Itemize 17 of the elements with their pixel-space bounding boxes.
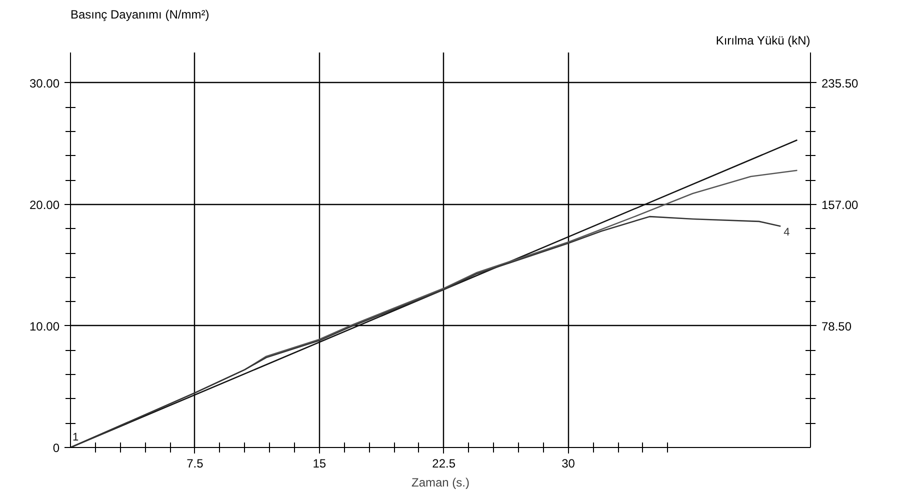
y-axis-title: Basınç Dayanımı (N/mm²): [70, 8, 210, 22]
series-label: 4: [784, 226, 790, 238]
y-tick-label: 30.00: [29, 76, 60, 90]
x-axis-title: Zaman (s.): [411, 476, 470, 490]
y2-tick-label: 78.50: [822, 319, 852, 334]
y2-tick-label: 235.50: [822, 76, 859, 90]
y-tick-label: 20.00: [29, 198, 60, 212]
line-series: [70, 216, 782, 448]
y2-axis-title: Kırılma Yükü (kN): [716, 34, 810, 48]
x-tick-label: 30: [562, 456, 576, 470]
y2-tick-label: 157.00: [822, 198, 859, 212]
x-tick-label: 22.5: [432, 456, 456, 470]
x-tick-label: 7.5: [186, 456, 204, 470]
y-tick-label: 0: [52, 441, 60, 455]
series-label: 1: [72, 432, 79, 444]
y-tick-label: 10.00: [29, 319, 60, 334]
x-tick-label: 15: [312, 456, 326, 470]
